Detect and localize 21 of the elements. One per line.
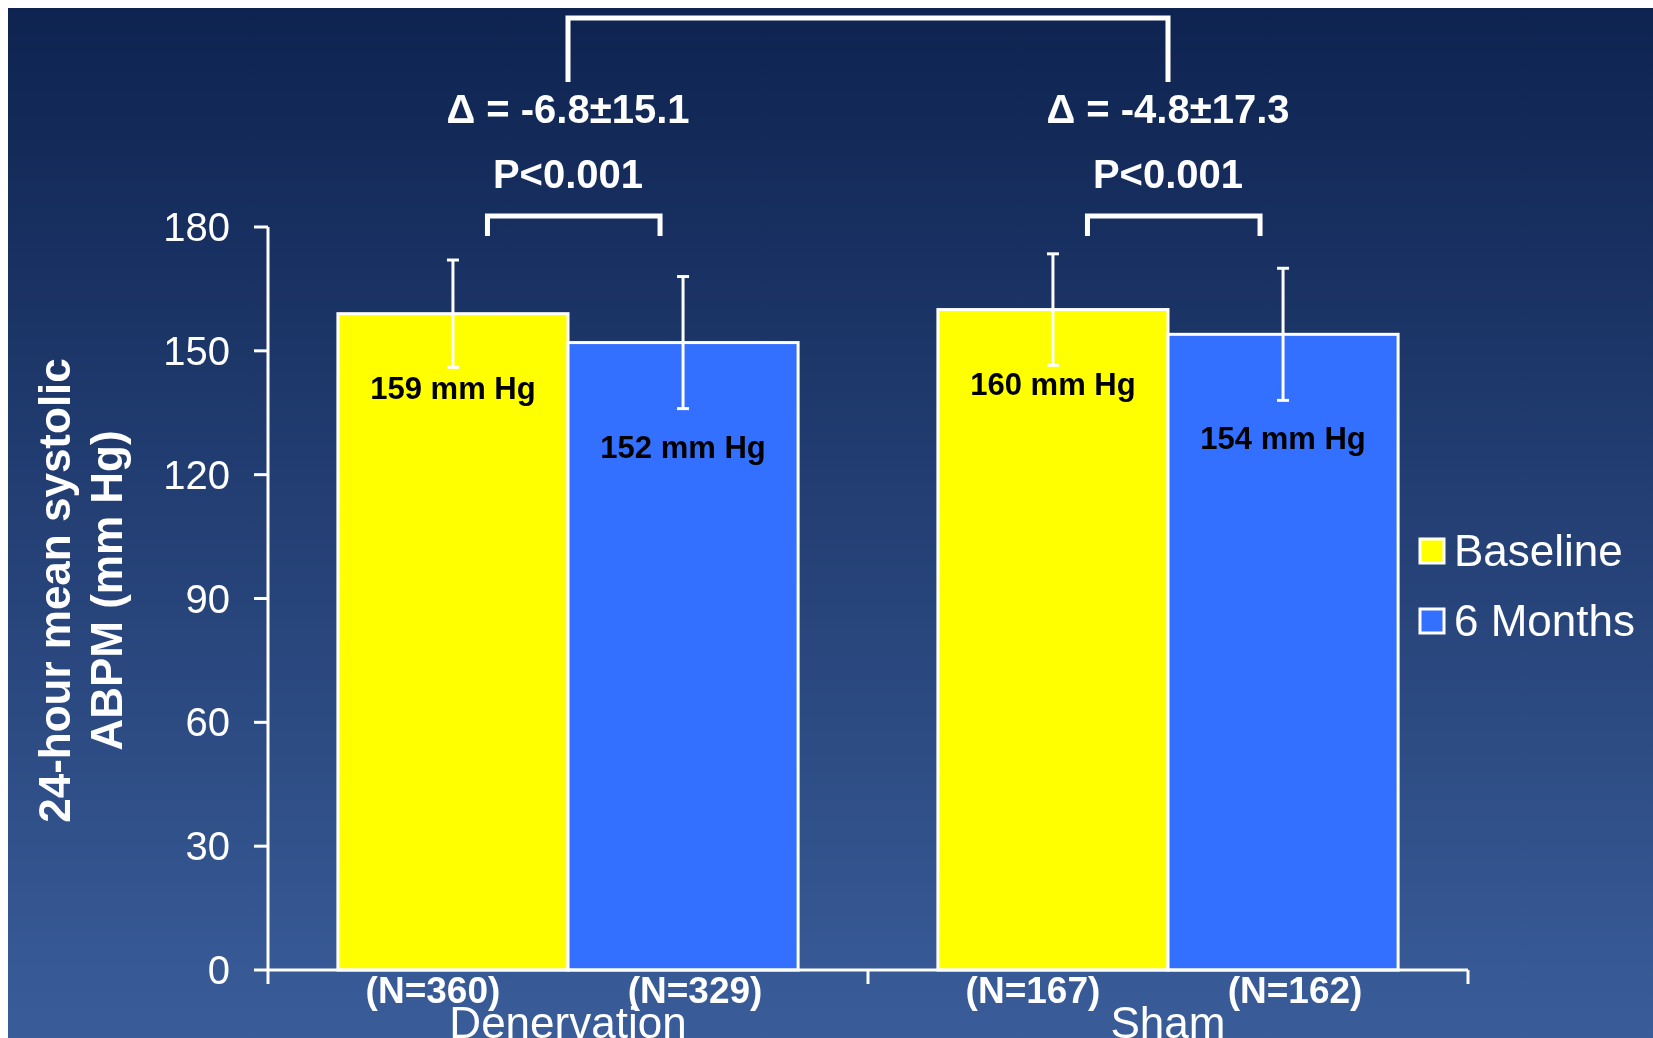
data-label: 159 mm Hg bbox=[370, 370, 536, 406]
annotation: (N=167) bbox=[965, 970, 1101, 1011]
text: Δ = -4.8±17.3 bbox=[1046, 87, 1290, 131]
x-tick-label: Sham bbox=[1110, 998, 1226, 1038]
text: P<0.001 bbox=[1092, 152, 1244, 196]
data-label: 154 mm Hg bbox=[1200, 421, 1366, 457]
y-tick-label: 0 bbox=[207, 948, 230, 992]
text: P<0.001 bbox=[492, 152, 644, 196]
data-label: 160 mm Hg bbox=[970, 366, 1136, 402]
y-tick-label: 30 bbox=[185, 824, 230, 869]
data-label: 152 mm Hg bbox=[600, 429, 766, 465]
y-tick-label: 120 bbox=[163, 452, 230, 497]
annotation: (N=162) bbox=[1227, 970, 1363, 1011]
y-tick-label: 60 bbox=[185, 700, 230, 745]
y-axis-title: 24-hour mean systolic ABPM (mm Hg) bbox=[30, 358, 131, 823]
y-tick-label: 150 bbox=[163, 328, 230, 373]
y-tick-label: 90 bbox=[185, 576, 230, 621]
text: Δ = -6.8±15.1 bbox=[446, 87, 690, 131]
y-tick-label: 180 bbox=[163, 205, 230, 249]
legend-label: 6 Months bbox=[1454, 596, 1635, 646]
legend-label: Baseline bbox=[1454, 526, 1623, 576]
